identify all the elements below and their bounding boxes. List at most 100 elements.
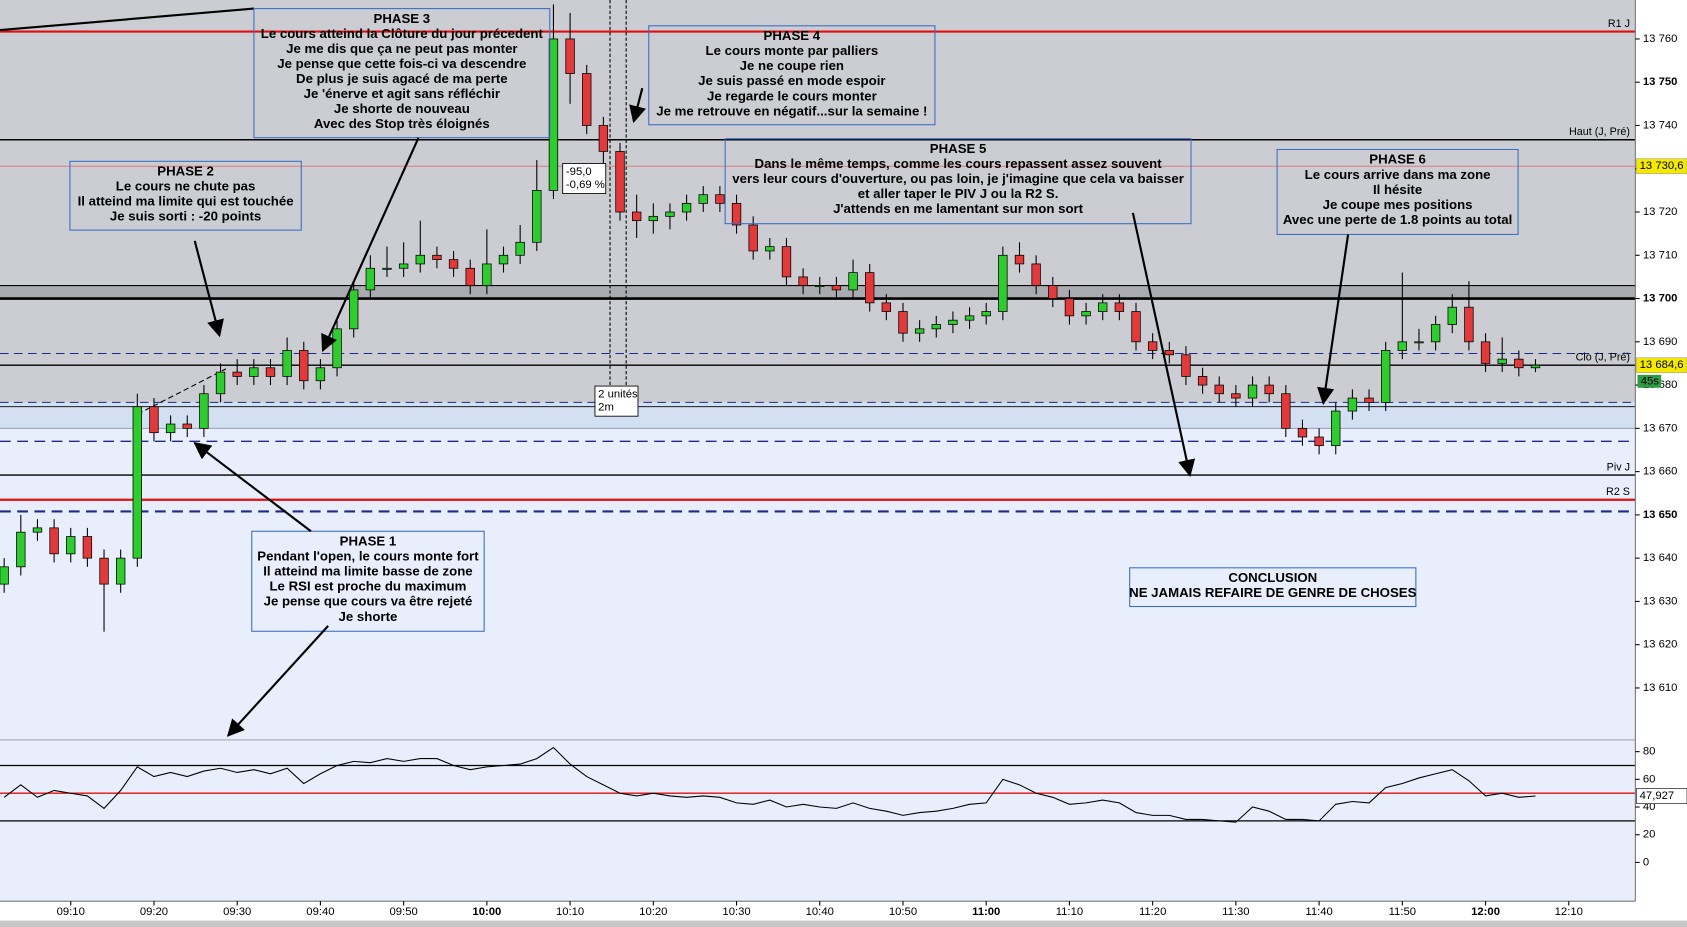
candle-body — [232, 371, 242, 377]
y-tick-label: 13 690 — [1643, 336, 1678, 348]
candle-body — [914, 328, 925, 334]
arrow — [629, 87, 646, 124]
scrollbar[interactable] — [0, 920, 1687, 927]
x-tick-label: 09:20 — [140, 906, 168, 918]
candle-body — [349, 289, 359, 330]
rsi — [0, 746, 1636, 823]
candle-body — [1480, 341, 1491, 364]
annotation-line: et aller taper le PIV J ou la R2 S. — [858, 186, 1059, 201]
rsi-tick-label: 40 — [1643, 801, 1656, 813]
y-tick-label: 13 620 — [1643, 639, 1678, 651]
candle-body — [1447, 306, 1457, 325]
candle-body — [365, 267, 376, 291]
arrow — [226, 625, 329, 737]
annotation-line: Je shorte de nouveau — [334, 101, 470, 116]
zone — [0, 285, 1636, 299]
y-tick-label: 13 610 — [1643, 682, 1678, 694]
candle-body — [16, 531, 26, 568]
candle-body — [798, 276, 808, 286]
annotation-line: Le cours monte par palliers — [706, 43, 879, 58]
candle-body — [1214, 384, 1224, 395]
y-tick-label: 13 740 — [1643, 119, 1678, 131]
level-label: R1 J — [1608, 18, 1630, 30]
candle-body — [815, 285, 825, 288]
candle-body — [1147, 341, 1158, 351]
candle-body — [715, 194, 725, 204]
candle-body — [865, 272, 875, 304]
zone — [0, 402, 1636, 429]
level-label: R2 S — [1606, 486, 1630, 498]
candle-body — [199, 393, 209, 429]
candle-body — [115, 557, 126, 585]
candle-body — [382, 267, 392, 270]
y-axis-area — [1635, 0, 1687, 902]
position-label: -0,69 % — [566, 179, 605, 191]
candle-body — [432, 254, 442, 260]
annotation-box — [69, 160, 302, 231]
annotation-line: Je pense que cours va être rejeté — [264, 594, 473, 609]
price-tag-label: 13 730,6 — [1640, 160, 1684, 172]
candle-body — [315, 367, 326, 382]
y-tick-label: 13 670 — [1643, 422, 1678, 434]
annotation-line: Je me retrouve en négatif...sur la semai… — [656, 103, 927, 118]
candle-body — [82, 536, 93, 559]
candle-body — [1114, 302, 1125, 312]
candle-body — [299, 350, 309, 382]
candle-body — [731, 202, 742, 226]
level-label: Clo (J, Pré) — [1576, 351, 1630, 363]
annotation-line: Pendant l'open, le cours monte fort — [257, 549, 479, 564]
x-tick-label: 11:50 — [1389, 906, 1416, 918]
annotation-box — [253, 8, 551, 139]
arrow — [193, 240, 224, 338]
trend-line — [137, 368, 227, 415]
annotation-line: Je me dis que ça ne peut pas monter — [286, 41, 517, 56]
annotation-line: Je ne coupe rien — [740, 58, 844, 73]
annotation-title: PHASE 5 — [930, 141, 987, 156]
arrow — [1131, 212, 1196, 478]
y-tick-label: 13 630 — [1643, 595, 1678, 607]
y-tick-label: 13 700 — [1643, 293, 1678, 305]
annotation-line: Avec des Stop très éloignés — [314, 116, 490, 131]
candle-body — [265, 367, 276, 377]
x-tick-label: 09:50 — [390, 906, 418, 918]
candle-body — [482, 263, 492, 286]
candle-body — [149, 406, 159, 434]
candle-body — [1064, 298, 1075, 317]
candle-body — [448, 259, 459, 269]
annotation-line: De plus je suis agacé de ma perte — [296, 71, 508, 86]
x-tick-label: 11:30 — [1222, 906, 1249, 918]
y-tick-label: 13 650 — [1643, 509, 1678, 521]
order-box — [594, 385, 639, 417]
candle-body — [515, 241, 525, 256]
rsi-tick-label: 0 — [1643, 856, 1649, 868]
candle-body — [631, 211, 642, 222]
rsi-line — [3, 746, 1536, 823]
decorations — [0, 0, 627, 415]
order-label: 2 unités — [598, 389, 638, 401]
candle-body — [215, 371, 226, 395]
zones — [0, 0, 1636, 740]
x-tick-label: 11:00 — [972, 906, 1000, 918]
annotation-box — [1276, 148, 1519, 235]
annotation-line: Il hésite — [1373, 182, 1422, 197]
y-tick-label: 13 640 — [1643, 552, 1678, 564]
candle-body — [1031, 263, 1041, 286]
axes: R1 J Haut (J, Pré) Clo (J, Pré) Piv J R2 S 13… — [57, 18, 1687, 918]
candle-body — [1414, 341, 1424, 344]
candle-body — [1231, 393, 1241, 399]
candle-body — [781, 246, 792, 278]
annotation-title: PHASE 6 — [1369, 152, 1426, 167]
candle-body — [182, 423, 192, 429]
x-tick-label: 10:10 — [556, 906, 584, 918]
annotation-line: Il atteind ma limite qui est touchée — [78, 194, 294, 209]
candle-body — [1048, 285, 1058, 299]
price-tag-label: 13 684,6 — [1640, 359, 1684, 371]
candle-body — [964, 315, 975, 321]
annotation-line: Je shorte — [339, 609, 398, 624]
annotation-box — [724, 138, 1192, 225]
annotation-box — [251, 530, 485, 632]
candle-body — [615, 151, 625, 213]
annotation-title: PHASE 4 — [764, 28, 821, 43]
zone — [0, 0, 1636, 403]
